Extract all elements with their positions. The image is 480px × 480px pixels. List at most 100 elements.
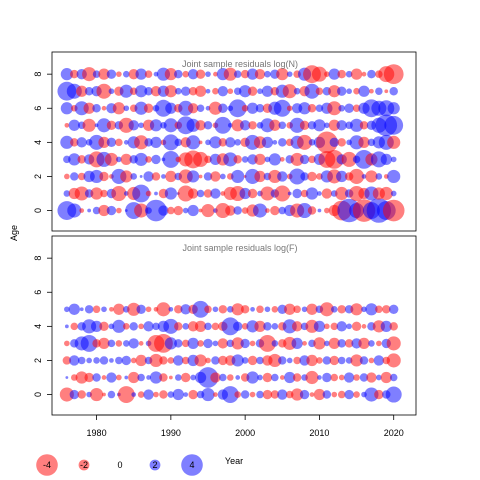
bubble-point [210, 188, 221, 199]
bubble-point [273, 99, 291, 117]
bubble-point [172, 388, 184, 401]
bubble-point [254, 153, 266, 166]
bubble-point [382, 199, 405, 222]
bubble-point [277, 171, 288, 182]
bubble-point [231, 354, 244, 367]
bubble-point [217, 338, 229, 349]
bubble-point [203, 121, 213, 130]
bubble-point [302, 341, 307, 346]
bubble-point [385, 386, 402, 403]
bubble-point [322, 356, 332, 365]
bubble-point [92, 70, 101, 78]
bubble-point [164, 187, 177, 200]
bubble-point [123, 140, 129, 145]
bubble-point [374, 389, 384, 400]
bubble-point [305, 187, 319, 200]
bubble-point [187, 103, 199, 114]
bubble-point [80, 334, 98, 352]
bubble-point [167, 206, 175, 215]
bubble-point [291, 388, 304, 401]
bubble-point [92, 305, 101, 314]
bubble-point [369, 88, 374, 94]
bubble-point [309, 392, 315, 397]
bubble-point [205, 357, 211, 364]
bubble-point [249, 391, 256, 398]
bubble-point [279, 375, 285, 380]
bubble-point [341, 151, 357, 167]
bubble-point [98, 337, 110, 350]
bubble-point [106, 120, 117, 130]
bubble-point [187, 68, 199, 80]
bubble-point [101, 105, 107, 111]
bubble-point [315, 104, 324, 113]
bubble-point [143, 171, 154, 182]
bubble-point [203, 338, 213, 349]
bubble-point [261, 136, 274, 148]
bubble-point [150, 136, 162, 148]
bubble-point [70, 69, 79, 79]
bubble-point [291, 321, 303, 332]
bubble-point [278, 121, 287, 130]
bubble-point [258, 334, 276, 352]
bubble-point [106, 205, 117, 216]
bubble-point [183, 392, 189, 397]
bubble-point [359, 121, 369, 130]
bubble-point [112, 319, 126, 333]
bubble-point [337, 356, 346, 365]
panel-lognumbers-y-axis: 0 2 4 6 8 [33, 72, 52, 213]
bubble-point [270, 390, 280, 399]
panel-logfishing-title: Joint sample residuals log(F) [182, 243, 297, 253]
bubble-point [359, 356, 369, 365]
panel-lognumbers-bubbles [57, 64, 405, 223]
bubble-point [205, 88, 211, 94]
bubble-point [239, 187, 251, 200]
bubble-point [257, 88, 263, 95]
bubble-point [161, 174, 166, 179]
bubble-point [76, 85, 88, 97]
bubble-point [300, 172, 309, 181]
bubble-point [77, 155, 86, 164]
bubble-point [375, 305, 383, 314]
bubble-point [313, 320, 326, 332]
y-tick-label: 2 [33, 174, 43, 179]
bubble-point [213, 71, 218, 77]
bubble-point [263, 322, 272, 331]
bubble-point [350, 68, 363, 80]
bubble-point [137, 391, 145, 398]
bubble-point [282, 319, 297, 334]
bubble-point [82, 67, 97, 82]
bubble-point [254, 170, 266, 183]
bubble-point [98, 68, 110, 80]
bubble-point [367, 69, 376, 79]
bubble-point [149, 353, 163, 368]
bubble-point [233, 321, 243, 332]
bubble-point [311, 66, 327, 82]
bubble-point [317, 375, 322, 380]
bubble-point [115, 356, 123, 365]
bubble-point [124, 375, 129, 380]
bubble-point [278, 206, 287, 215]
bubble-point [144, 70, 153, 78]
bubble-point [128, 371, 140, 384]
bubble-point [350, 354, 363, 367]
bubble-point [287, 191, 292, 196]
bubble-point [234, 139, 242, 146]
bubble-point [361, 71, 367, 77]
bubble-point [93, 357, 100, 364]
bubble-point [77, 172, 86, 181]
bubble-point [387, 102, 400, 115]
bubble-point [380, 153, 392, 166]
bubble-point [313, 337, 326, 350]
bubble-point [269, 119, 281, 131]
bubble-point [231, 337, 244, 350]
bubble-point [322, 372, 332, 383]
bubble-point [98, 204, 110, 217]
bubble-point [233, 155, 242, 164]
bubble-point [330, 322, 339, 331]
bubble-point [331, 306, 338, 313]
bubble-point [64, 173, 70, 180]
y-tick-label: 4 [33, 140, 43, 145]
bubble-point [344, 339, 354, 348]
bubble-point [220, 173, 226, 180]
bubble-point [186, 135, 201, 150]
